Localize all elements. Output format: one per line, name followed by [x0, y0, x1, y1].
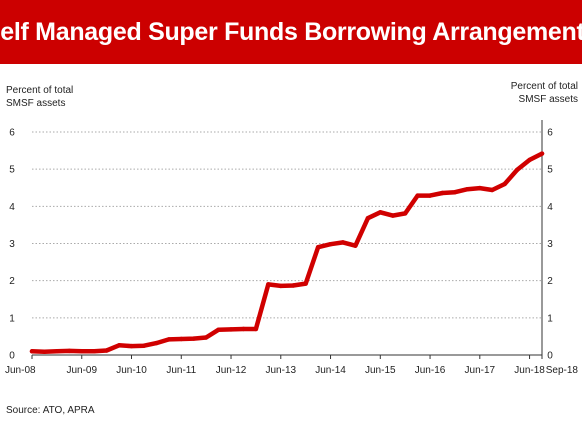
data-point-Jun-13	[278, 283, 283, 289]
source-note: Source: ATO, APRA	[6, 405, 95, 416]
data-point-Sep-14	[340, 240, 346, 245]
x-tick-label-Jun-16: Jun-16	[415, 365, 446, 376]
x-tick-label-Jun-11: Jun-11	[166, 365, 196, 376]
title-bar: Self Managed Super Funds Borrowing Arran…	[0, 0, 582, 64]
data-point-Dec-13	[303, 281, 308, 286]
data-point-Dec-17	[502, 181, 507, 187]
data-point-Jun-08	[29, 349, 35, 354]
data-point-Jun-12	[228, 327, 234, 332]
x-tick-label-Jun-08: Jun-08	[5, 365, 36, 376]
data-point-Dec-11	[203, 335, 209, 340]
data-point-Sep-18	[539, 151, 545, 156]
y-tick-right-3: 3	[547, 239, 553, 250]
y-tick-left-6: 6	[9, 128, 15, 139]
data-point-Sep-09	[92, 349, 97, 354]
y-tick-right-1: 1	[547, 313, 553, 324]
y-tick-right-2: 2	[547, 276, 553, 287]
data-point-Sep-10	[141, 343, 147, 348]
data-point-Dec-12	[253, 326, 259, 332]
left-axis-unit-line-2: SMSF assets	[6, 98, 66, 109]
y-tick-left-3: 3	[9, 239, 15, 250]
left-axis-unit-label: Percent of total SMSF assets	[6, 84, 73, 110]
data-point-Dec-08	[54, 349, 60, 354]
y-tick-right-6: 6	[547, 128, 553, 139]
right-axis-unit-label: Percent of total SMSF assets	[511, 80, 578, 106]
data-point-Mar-14	[315, 245, 321, 250]
x-tick-label-Jun-17: Jun-17	[465, 365, 496, 376]
x-tick-label-Jun-14: Jun-14	[315, 365, 346, 376]
data-point-Dec-14	[353, 243, 358, 248]
y-tick-left-4: 4	[9, 202, 15, 213]
data-point-Dec-09	[104, 348, 109, 353]
data-point-Mar-18	[514, 167, 520, 173]
x-tick-label-Jun-12: Jun-12	[216, 365, 247, 376]
data-point-Dec-15	[403, 211, 408, 216]
x-tick-label-Jun-13: Jun-13	[265, 365, 296, 376]
series-line-0	[29, 151, 545, 354]
data-point-Dec-10	[154, 340, 159, 346]
data-point-Mar-16	[415, 193, 420, 198]
data-point-Mar-17	[465, 187, 470, 192]
x-tick-label-Jun-09: Jun-09	[66, 365, 97, 376]
data-point-Jun-10	[129, 343, 134, 349]
data-point-Sep-13	[291, 283, 296, 288]
y-tick-left-0: 0	[9, 351, 15, 362]
data-point-Jun-16	[427, 193, 433, 198]
x-tick-label-Jun-15: Jun-15	[365, 365, 396, 376]
data-point-Mar-15	[365, 216, 371, 221]
y-tick-right-0: 0	[547, 351, 553, 362]
data-point-Jun-11	[179, 336, 184, 342]
x-tick-label-Sep-18: Sep-18	[546, 365, 579, 376]
data-point-Sep-16	[440, 190, 445, 196]
data-point-Jun-09	[79, 349, 85, 354]
left-axis-unit-line-1: Percent of total	[6, 85, 74, 96]
y-tick-right-4: 4	[547, 202, 553, 213]
x-tick-label-Jun-10: Jun-10	[116, 365, 147, 376]
y-tick-left-1: 1	[9, 313, 15, 324]
data-point-Dec-16	[452, 190, 458, 195]
data-point-Sep-12	[241, 326, 246, 332]
right-axis-unit-line-1: Percent of total	[510, 81, 578, 92]
data-point-Mar-13	[266, 282, 271, 287]
data-point-Mar-09	[67, 348, 72, 354]
data-point-Sep-15	[390, 213, 395, 218]
y-tick-left-5: 5	[9, 165, 15, 176]
data-point-Mar-10	[116, 343, 122, 348]
data-point-Mar-11	[166, 337, 171, 342]
data-point-Sep-08	[42, 349, 47, 354]
y-tick-right-5: 5	[547, 165, 553, 176]
data-point-Sep-11	[191, 336, 196, 341]
data-point-Jun-14	[328, 242, 333, 247]
data-point-Jun-15	[378, 210, 383, 215]
data-point-Sep-17	[490, 187, 495, 193]
right-axis-unit-line-2: SMSF assets	[518, 94, 578, 105]
chart-title: Self Managed Super Funds Borrowing Arran…	[0, 17, 582, 46]
data-point-Jun-17	[477, 185, 482, 191]
y-tick-left-2: 2	[9, 276, 15, 287]
data-point-Mar-12	[216, 327, 221, 332]
x-tick-label-Jun-18: Jun-18	[514, 365, 545, 376]
data-point-Jun-18	[527, 157, 532, 163]
